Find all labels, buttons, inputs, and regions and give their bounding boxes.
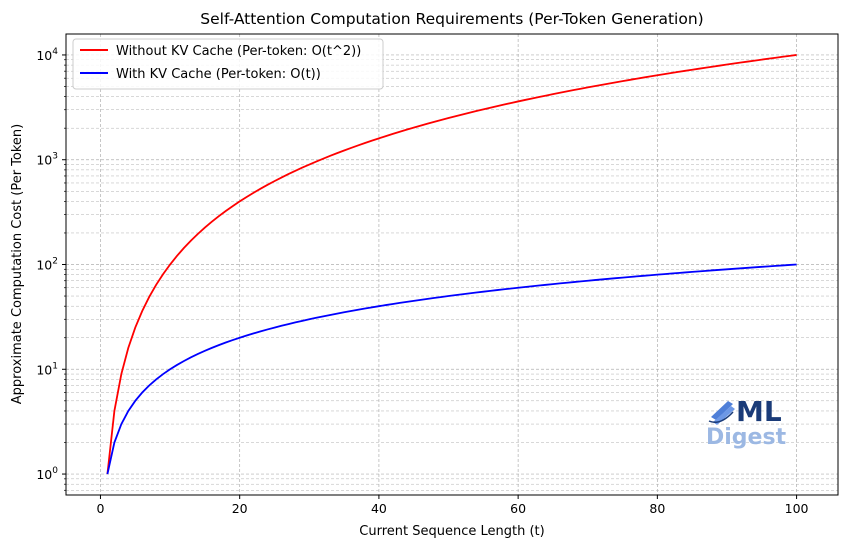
legend: Without KV Cache (Per-token: O(t^2)) Wit… <box>72 38 384 90</box>
series-line-with-kv-cache <box>106 263 797 475</box>
legend-label-without-kv-cache: Without KV Cache (Per-token: O(t^2)) <box>116 44 361 59</box>
y-axis-label: Approximate Computation Cost (Per Token) <box>10 124 25 404</box>
x-axis: 0 20 40 60 80 100 <box>96 495 809 516</box>
ml-digest-logo: ML Digest <box>706 395 787 450</box>
legend-box <box>72 38 384 90</box>
y-axis: 100 101 102 103 104 <box>36 47 66 491</box>
x-tick-label: 40 <box>371 501 387 516</box>
y-tick-label: 103 <box>36 152 58 168</box>
logo-text-ml: ML <box>736 395 782 428</box>
legend-label-with-kv-cache: With KV Cache (Per-token: O(t)) <box>116 67 321 82</box>
x-tick-label: 0 <box>96 501 104 516</box>
series-line-without-kv-cache <box>106 54 797 475</box>
grid <box>66 34 838 495</box>
x-tick-label: 20 <box>232 501 248 516</box>
chart-title: Self-Attention Computation Requirements … <box>200 10 703 28</box>
y-tick-label: 104 <box>36 47 58 63</box>
logo-text-digest: Digest <box>706 425 787 450</box>
x-tick-label: 100 <box>785 501 809 516</box>
y-tick-label: 102 <box>36 257 58 273</box>
x-tick-label: 80 <box>649 501 665 516</box>
x-tick-label: 60 <box>510 501 526 516</box>
x-axis-label: Current Sequence Length (t) <box>359 524 544 539</box>
y-tick-label: 101 <box>36 361 58 377</box>
series-layer <box>106 54 797 475</box>
y-tick-label: 100 <box>36 466 58 482</box>
book-icon <box>708 401 735 425</box>
